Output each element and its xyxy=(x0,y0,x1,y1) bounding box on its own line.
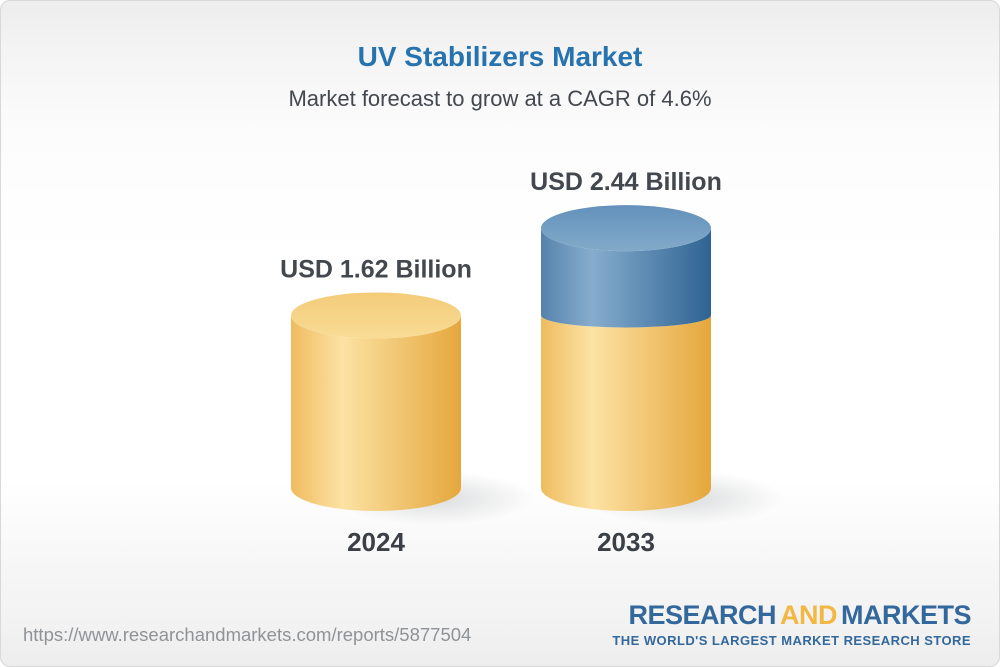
cylinder-2033-top-face xyxy=(541,205,711,252)
research-and-markets-logo: RESEARCH AND MARKETS THE WORLD'S LARGEST M… xyxy=(612,602,971,648)
x-axis-label-2033: 2033 xyxy=(597,527,655,557)
logo-wordmark: RESEARCH AND MARKETS xyxy=(612,602,971,629)
cylinder-2033-segment-blue xyxy=(541,228,711,328)
cylinder-2024 xyxy=(291,292,461,511)
value-label-2024: USD 1.62 Billion xyxy=(280,255,472,283)
x-axis-label-2024: 2024 xyxy=(347,527,405,557)
cylinder-2033 xyxy=(541,205,711,511)
cylinder-2024-segment-gold xyxy=(291,315,461,511)
logo-word-and: AND xyxy=(780,600,838,630)
value-label-2033: USD 2.44 Billion xyxy=(530,168,722,196)
logo-word-markets: MARKETS xyxy=(841,600,972,630)
page-title: UV Stabilizers Market xyxy=(357,41,643,72)
cylinder-2024-top-face xyxy=(291,292,461,339)
page-subtitle: Market forecast to grow at a CAGR of 4.6… xyxy=(288,86,712,111)
cylinder-2033-segment-gold xyxy=(541,315,711,511)
report-url-link[interactable]: https://www.researchandmarkets.com/repor… xyxy=(23,624,472,645)
logo-word-research: RESEARCH xyxy=(628,600,776,630)
logo-tagline: THE WORLD'S LARGEST MARKET RESEARCH STOR… xyxy=(612,633,971,648)
